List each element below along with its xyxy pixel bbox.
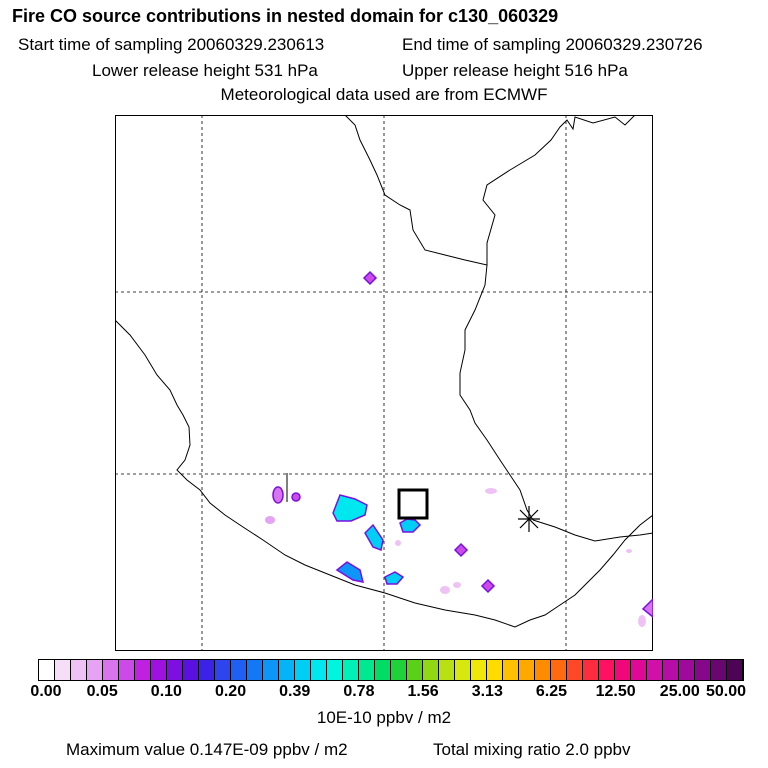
color-scale-swatch xyxy=(535,660,551,680)
color-scale-swatch xyxy=(327,660,343,680)
color-scale-swatch xyxy=(695,660,711,680)
color-scale-swatch xyxy=(119,660,135,680)
color-scale-swatch xyxy=(247,660,263,680)
receptor-star-icon xyxy=(518,506,540,532)
color-scale-swatch xyxy=(391,660,407,680)
color-scale-swatch xyxy=(599,660,615,680)
color-scale-swatch xyxy=(615,660,631,680)
start-time: Start time of sampling 20060329.230613 xyxy=(18,35,325,54)
color-scale-swatch xyxy=(407,660,423,680)
coastlines xyxy=(115,115,653,628)
color-scale-swatch xyxy=(423,660,439,680)
color-scale-tick-label: 0.00 xyxy=(30,683,62,700)
color-scale-tick-label: 1.56 xyxy=(407,683,439,700)
map-panel xyxy=(115,115,653,651)
color-scale-swatch xyxy=(311,660,327,680)
color-scale-swatch xyxy=(631,660,647,680)
color-scale-tick-label: 0.05 xyxy=(86,683,118,700)
patch-central-1 xyxy=(332,494,368,522)
color-scale-swatch xyxy=(343,660,359,680)
color-scale-swatch xyxy=(215,660,231,680)
patch-central-2 xyxy=(364,523,384,552)
patch-central-4 xyxy=(384,571,405,585)
color-scale-tick-label: 12.50 xyxy=(595,683,636,700)
patch-west-1 xyxy=(272,486,284,504)
color-scale-swatch xyxy=(263,660,279,680)
color-scale-tick-label: 3.13 xyxy=(471,683,503,700)
patch-north xyxy=(362,270,378,286)
patch-east-edge xyxy=(641,597,653,618)
faint-patches xyxy=(395,488,646,627)
color-scale-tick-label: 0.78 xyxy=(343,683,375,700)
maximum-value: Maximum value 0.147E-09 ppbv / m2 xyxy=(66,740,348,759)
met-data-note: Meteorological data used are from ECMWF xyxy=(220,85,548,104)
patch-west-2 xyxy=(291,492,301,502)
end-time: End time of sampling 20060329.230726 xyxy=(402,35,703,54)
coastline-gulf xyxy=(344,115,636,266)
color-scale-swatch xyxy=(439,660,455,680)
color-scale-tick-label: 0.20 xyxy=(214,683,247,700)
color-scale-swatch xyxy=(359,660,375,680)
total-mixing-ratio: Total mixing ratio 2.0 ppbv xyxy=(433,740,631,759)
color-scale-swatch xyxy=(231,660,247,680)
coastline-pacific xyxy=(115,319,653,628)
color-scale-swatch xyxy=(167,660,183,680)
color-scale-swatch xyxy=(487,660,503,680)
patch-west-3 xyxy=(265,516,275,524)
color-scale-swatch xyxy=(551,660,567,680)
color-scale-tick-label: 25.00 xyxy=(659,683,700,700)
color-scale-swatch xyxy=(567,660,583,680)
color-scale-tick-label: 0.10 xyxy=(150,683,182,700)
upper-release-height: Upper release height 516 hPa xyxy=(402,61,628,80)
color-scale-tick-label: 6.25 xyxy=(535,683,568,700)
color-scale-swatch xyxy=(279,660,295,680)
color-scale-swatch xyxy=(183,660,199,680)
color-scale-swatch xyxy=(87,660,103,680)
color-scale-swatch xyxy=(471,660,487,680)
color-scale-swatch xyxy=(663,660,679,680)
color-scale-swatch xyxy=(151,660,167,680)
color-scale-swatch xyxy=(647,660,663,680)
color-scale-swatch xyxy=(199,660,215,680)
coastline-yucatan xyxy=(459,264,534,521)
color-scale-swatch xyxy=(295,660,311,680)
patch-east-1 xyxy=(453,542,469,558)
plot-title: Fire CO source contributions in nested d… xyxy=(12,6,559,26)
color-scale-swatch xyxy=(39,660,55,680)
lower-release-height: Lower release height 531 hPa xyxy=(92,61,318,80)
patch-central-3 xyxy=(335,561,365,583)
grid-lines xyxy=(115,115,653,651)
color-scale-bar xyxy=(38,659,744,681)
color-scale-swatch xyxy=(55,660,71,680)
color-scale-swatch xyxy=(135,660,151,680)
color-scale-swatch xyxy=(727,660,743,680)
color-scale-tick-label: 50.00 xyxy=(705,683,747,700)
release-box xyxy=(397,488,429,520)
color-scale-swatch xyxy=(679,660,695,680)
plume-patches xyxy=(265,270,653,618)
color-scale-swatch xyxy=(455,660,471,680)
color-scale-tick-label: 0.39 xyxy=(279,683,311,700)
color-scale-swatch xyxy=(103,660,119,680)
color-scale-units: 10E-10 ppbv / m2 xyxy=(316,708,452,727)
color-scale-swatch xyxy=(71,660,87,680)
border-guatemala xyxy=(532,519,653,542)
color-scale-swatch xyxy=(583,660,599,680)
color-scale-swatch xyxy=(503,660,519,680)
patch-east-2 xyxy=(480,578,496,594)
color-scale-swatch xyxy=(711,660,727,680)
color-scale-swatch xyxy=(375,660,391,680)
color-scale-swatch xyxy=(519,660,535,680)
